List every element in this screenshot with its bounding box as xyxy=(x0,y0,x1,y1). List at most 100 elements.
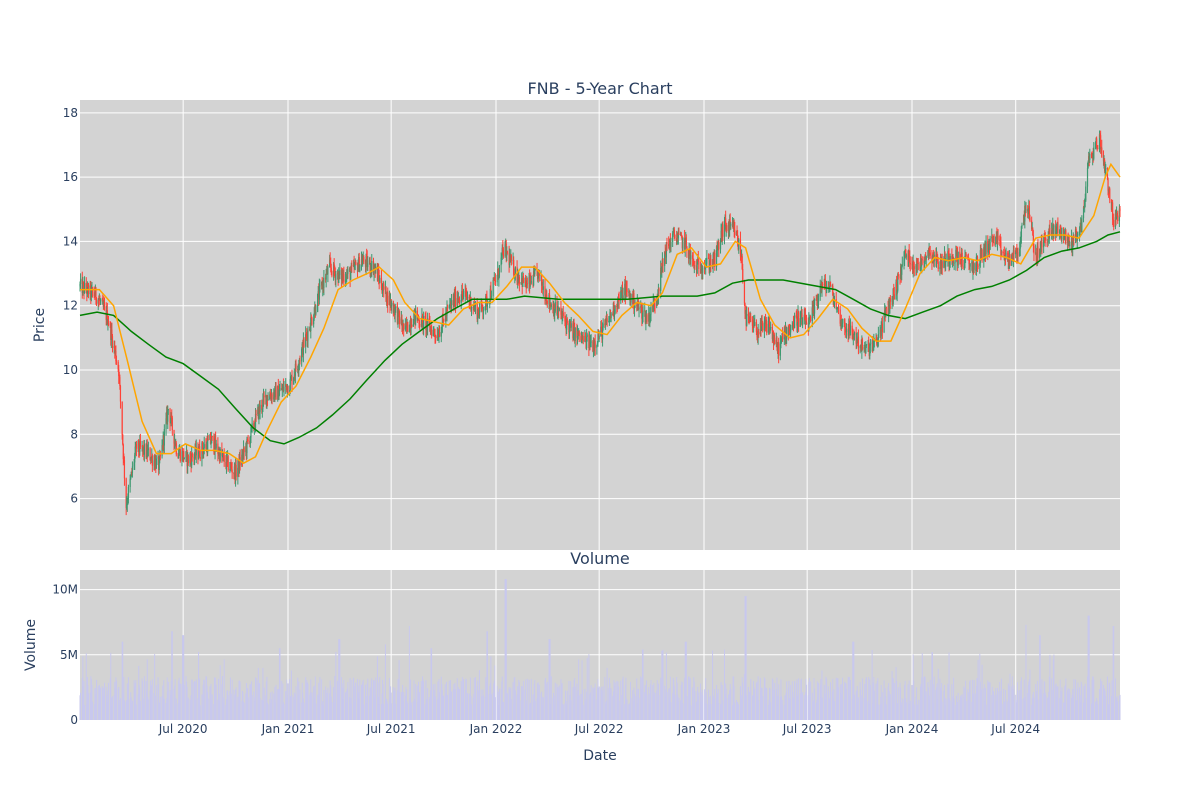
volume-bar xyxy=(875,683,877,720)
volume-bar xyxy=(745,596,747,720)
volume-bar xyxy=(1012,700,1014,720)
volume-bar xyxy=(305,677,307,720)
volume-bar xyxy=(394,690,396,720)
candle-body xyxy=(1055,230,1057,235)
volume-bar xyxy=(819,684,821,720)
candle-body xyxy=(553,305,555,316)
volume-bar xyxy=(578,695,580,720)
x-tick-label: Jan 2024 xyxy=(885,722,939,736)
volume-bar xyxy=(1088,615,1090,720)
volume-bar xyxy=(600,686,602,720)
volume-bar xyxy=(967,692,969,720)
volume-bar xyxy=(1020,677,1022,720)
candle-body xyxy=(849,325,852,333)
volume-bar xyxy=(201,694,203,720)
volume-bar xyxy=(401,694,403,720)
candle-body xyxy=(294,363,297,376)
volume-bar xyxy=(628,705,630,720)
candle-body xyxy=(809,316,812,321)
volume-bar xyxy=(1077,682,1079,720)
volume-bar xyxy=(436,699,438,720)
volume-bar xyxy=(951,701,953,720)
candle-body xyxy=(215,443,217,449)
volume-bar xyxy=(338,639,340,720)
volume-bar xyxy=(984,701,986,720)
candle-body xyxy=(696,261,698,274)
volume-bar xyxy=(203,680,205,720)
volume-bar xyxy=(147,699,149,720)
volume-bar xyxy=(1081,684,1083,720)
volume-bar xyxy=(103,687,105,720)
volume-bar xyxy=(840,693,842,720)
volume-bar xyxy=(1118,695,1120,720)
candle-body xyxy=(125,478,127,508)
candle-body xyxy=(207,439,209,441)
candle-body xyxy=(303,338,305,347)
volume-bar xyxy=(315,703,317,720)
volume-bar xyxy=(967,689,969,720)
volume-bar xyxy=(961,698,963,720)
volume-bar xyxy=(865,677,867,720)
volume-bar xyxy=(451,691,453,720)
volume-bar xyxy=(895,667,897,720)
candle-body xyxy=(979,263,981,266)
volume-bar xyxy=(322,705,324,720)
candle-body xyxy=(97,299,99,304)
volume-bar xyxy=(333,702,335,720)
volume-bar xyxy=(549,639,551,720)
volume-bar xyxy=(769,687,771,720)
ma50-line xyxy=(80,162,1121,465)
volume-bar xyxy=(227,695,229,720)
volume-bar xyxy=(981,664,983,720)
volume-bar xyxy=(362,679,364,720)
candle-body xyxy=(392,302,395,313)
volume-bar xyxy=(349,678,351,720)
volume-bar xyxy=(287,683,289,720)
volume-bar xyxy=(481,696,483,720)
candle-body xyxy=(399,316,401,324)
volume-bar xyxy=(923,677,925,720)
candle-body xyxy=(550,304,552,307)
volume-bar xyxy=(270,699,272,720)
candle-body xyxy=(90,287,92,297)
price-y-tick-label: 10 xyxy=(63,363,78,377)
candle-body xyxy=(839,309,841,324)
candle-body xyxy=(518,277,520,284)
volume-bar xyxy=(626,699,628,720)
candle-body xyxy=(127,499,129,503)
candle-body xyxy=(959,251,961,259)
candle-body xyxy=(490,295,493,298)
volume-bar xyxy=(286,695,288,720)
candle-body xyxy=(281,387,283,391)
volume-bar xyxy=(1096,700,1098,720)
volume-bar xyxy=(159,696,161,720)
volume-bar xyxy=(318,682,320,720)
volume-bar xyxy=(89,692,91,720)
candle-body xyxy=(654,304,656,307)
candle-body xyxy=(297,369,299,371)
candle-body xyxy=(111,336,114,349)
candle-body xyxy=(739,239,742,257)
volume-bar xyxy=(241,690,243,720)
candle-body xyxy=(681,236,683,238)
candle-body xyxy=(169,409,171,424)
candle-body xyxy=(1043,237,1045,241)
volume-bar xyxy=(941,683,943,720)
volume-bar xyxy=(388,677,390,720)
volume-bar xyxy=(1061,687,1063,720)
volume-bar xyxy=(522,681,524,720)
volume-bar xyxy=(757,676,759,720)
volume-bar xyxy=(206,676,208,720)
volume-bar xyxy=(728,694,730,720)
candle-body xyxy=(672,230,674,234)
volume-bar xyxy=(139,688,141,720)
volume-bar xyxy=(937,699,939,720)
volume-bar xyxy=(107,682,109,720)
volume-bar xyxy=(424,704,426,720)
volume-bar xyxy=(243,701,245,720)
volume-bar xyxy=(935,689,937,720)
volume-bar xyxy=(84,705,86,720)
volume-bar xyxy=(586,657,588,720)
volume-bar xyxy=(989,693,991,720)
volume-axis-title: Volume xyxy=(23,619,39,671)
